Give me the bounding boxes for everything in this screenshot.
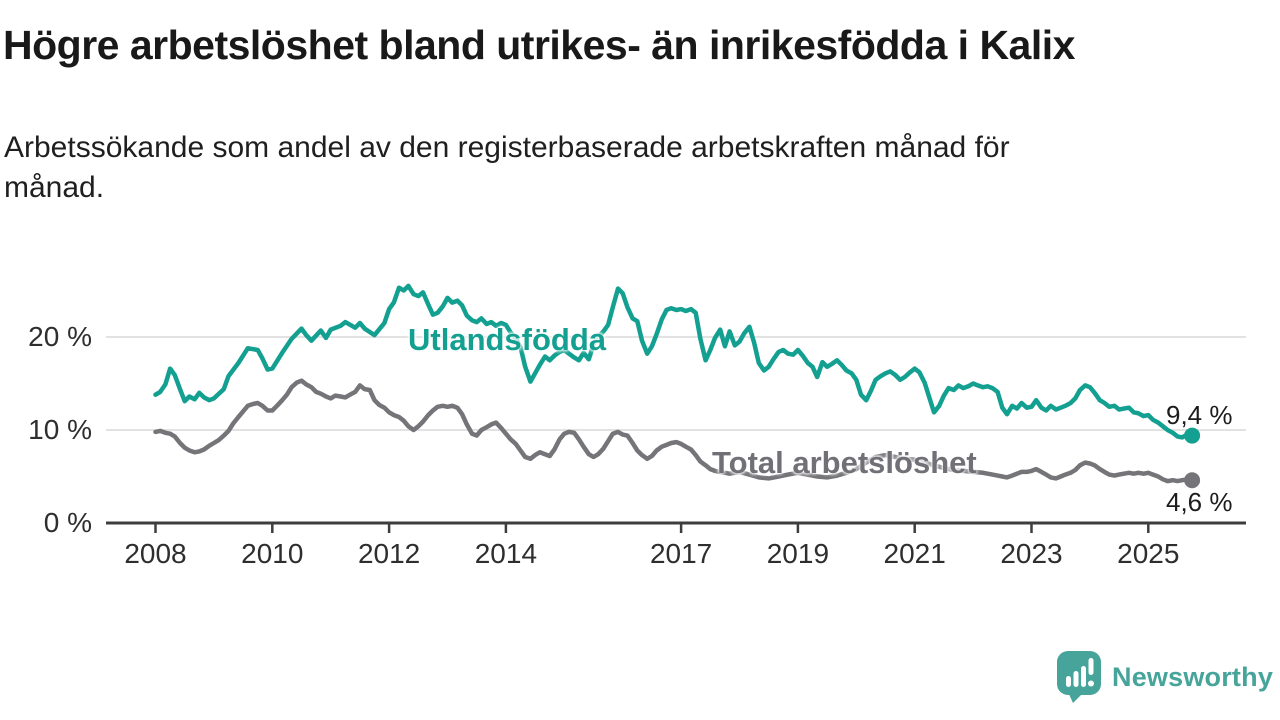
x-tick-label-2023: 2023	[1000, 538, 1063, 569]
series-line-total	[153, 378, 1195, 484]
newsworthy-logo-text: Newsworthy	[1112, 661, 1274, 692]
x-tick-label-2012: 2012	[357, 538, 421, 569]
x-tick-label-2019: 2019	[766, 538, 830, 569]
newsworthy-logo: Newsworthy	[1056, 650, 1273, 704]
end-dot-total	[1184, 472, 1201, 489]
x-tick-label-2025: 2025	[1117, 538, 1180, 569]
x-tick-label-2008: 2008	[124, 538, 187, 569]
page-subtitle: Arbetssökande som andel av den registerb…	[4, 131, 1010, 204]
end-value-label-utlandsfodda: 9,4 %	[1166, 400, 1233, 430]
series-label-total-arbetsloshet: Total arbetslöshet	[712, 445, 977, 480]
newsworthy-logo-icon	[1057, 651, 1101, 703]
series-line-utlandsfodda	[153, 283, 1195, 440]
end-dot-utlandsfodda	[1184, 427, 1201, 444]
y-tick-label-0: 0 %	[43, 507, 92, 538]
x-tick-label-2010: 2010	[241, 538, 304, 569]
y-tick-label-10: 10 %	[28, 414, 92, 445]
series-label-utlandsfodda: Utlandsfödda	[408, 322, 607, 357]
end-value-label-total: 4,6 %	[1166, 487, 1233, 517]
x-tick-label-2021: 2021	[883, 538, 946, 569]
y-tick-label-20: 20 %	[28, 321, 92, 352]
x-tick-label-2014: 2014	[474, 538, 538, 569]
x-tick-label-2017: 2017	[649, 538, 713, 569]
page-title: Högre arbetslöshet bland utrikes- än inr…	[3, 22, 1075, 68]
